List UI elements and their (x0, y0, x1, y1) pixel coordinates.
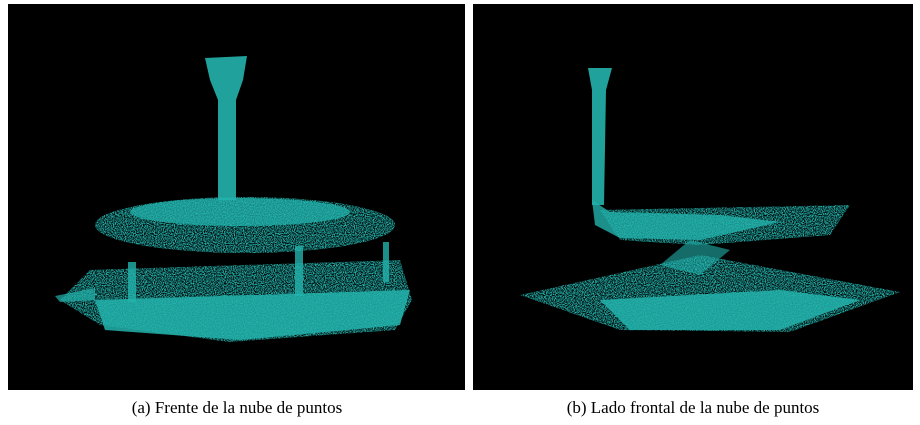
figure-images (0, 0, 920, 395)
panel-b-image (473, 4, 913, 390)
caption-a: (a) Frente de la nube de puntos (17, 398, 457, 418)
caption-b: (b) Lado frontal de la nube de puntos (473, 398, 913, 418)
page: {"figure": {"panels": [ {"caption": "(a)… (0, 0, 920, 425)
